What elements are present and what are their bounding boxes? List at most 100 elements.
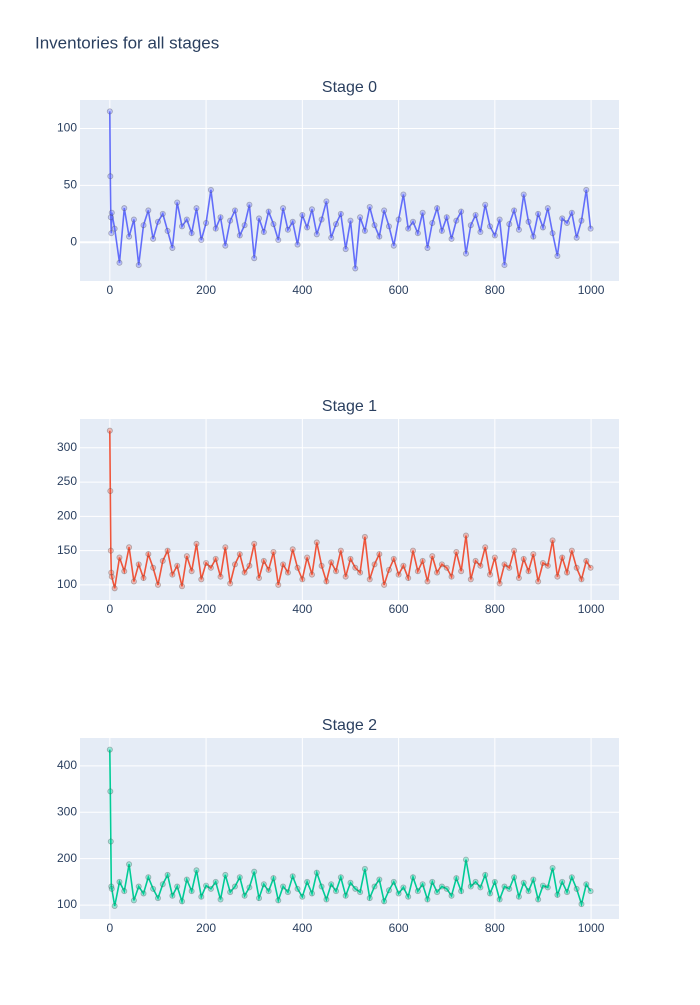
data-point [400,191,407,198]
data-point [260,557,267,564]
data-point [183,216,190,223]
data-point [289,546,296,553]
data-point [150,235,157,242]
data-point [462,250,469,257]
data-point [217,214,224,221]
data-point [434,569,441,576]
data-point [549,864,556,871]
data-point [106,746,113,753]
data-point [525,568,532,575]
data-point [410,547,417,554]
data-point [140,575,147,582]
data-point [443,214,450,221]
data-point [342,573,349,580]
data-point [361,533,368,540]
data-point [564,889,571,896]
data-point [385,887,392,894]
data-point [308,890,315,897]
data-point [299,576,306,583]
data-point [107,788,114,795]
data-point [308,571,315,578]
data-point [395,890,402,897]
data-point [333,888,340,895]
data-point [347,879,354,886]
data-point [179,898,186,905]
data-point [361,227,368,234]
x-tick-label: 200 [196,283,216,297]
data-point [260,881,267,888]
data-point [419,881,426,888]
data-point [419,209,426,216]
data-point [313,231,320,238]
data-point [357,889,364,896]
data-point [236,551,243,558]
data-point [549,537,556,544]
data-point [429,878,436,885]
data-point [159,557,166,564]
data-point [289,873,296,880]
data-point [587,888,594,895]
data-point [169,892,176,899]
data-point [106,427,113,434]
y-tick-label: 300 [57,804,77,818]
data-point [145,551,152,558]
data-point [256,575,263,582]
y-tick-label: 50 [64,178,78,192]
data-point [130,578,137,585]
data-point [587,225,594,232]
data-point [390,555,397,562]
data-point [251,540,258,547]
data-point [183,876,190,883]
data-point [568,547,575,554]
data-point [376,876,383,883]
y-tick-label: 400 [57,758,77,772]
data-point [477,884,484,891]
data-point [539,559,546,566]
data-point [424,578,431,585]
data-point [179,583,186,590]
data-point [525,218,532,225]
data-point [520,191,527,198]
data-point [496,580,503,587]
data-point [179,223,186,230]
data-point [414,568,421,575]
y-tick-label: 200 [57,851,77,865]
data-point [217,896,224,903]
data-point [559,878,566,885]
data-point [342,892,349,899]
data-point [289,218,296,225]
data-point [530,876,537,883]
data-point [496,216,503,223]
data-point [376,233,383,240]
data-point [429,219,436,226]
data-point [231,561,238,568]
data-point [544,884,551,891]
data-point [241,222,248,229]
x-tick-label: 0 [106,602,113,616]
data-point [414,888,421,895]
data-point [126,861,133,868]
data-point [256,215,263,222]
x-tick-label: 0 [106,921,113,935]
data-point [222,871,229,878]
data-point [111,585,118,592]
data-point [169,244,176,251]
data-point [564,219,571,226]
subplot-title: Stage 2 [322,717,377,734]
data-point [265,208,272,215]
data-point [472,878,479,885]
data-point [108,883,115,890]
data-point [294,241,301,248]
y-tick-label: 300 [57,440,77,454]
data-point [164,227,171,234]
data-point [496,896,503,903]
data-point [159,210,166,217]
data-point [462,856,469,863]
data-point [299,211,306,218]
data-point [222,242,229,249]
data-point [318,883,325,890]
data-point [111,225,118,232]
data-point [198,237,205,244]
data-point [487,890,494,897]
data-point [126,233,133,240]
